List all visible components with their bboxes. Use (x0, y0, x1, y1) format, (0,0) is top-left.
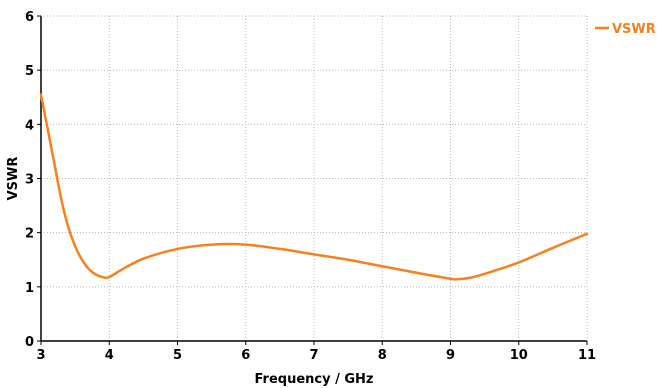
y-tick-label: 3 (25, 173, 34, 188)
x-tick-label: 3 (36, 348, 45, 363)
x-tick-label: 5 (173, 348, 182, 363)
axes (37, 15, 588, 345)
grid (41, 15, 588, 341)
y-axis-title: VSWR (6, 157, 21, 201)
y-tick-label: 2 (25, 227, 34, 242)
y-tick-label: 6 (25, 10, 34, 25)
y-tick-label: 0 (25, 335, 34, 350)
y-tick-labels: 0 1 2 3 4 5 6 (25, 10, 34, 350)
x-axis-title: Frequency / GHz (254, 372, 373, 387)
x-tick-label: 4 (105, 348, 114, 363)
x-tick-label: 7 (309, 348, 318, 363)
x-tick-label: 8 (378, 348, 387, 363)
y-tick-label: 5 (25, 64, 34, 79)
y-tick-label: 4 (25, 118, 34, 133)
x-tick-label: 6 (241, 348, 250, 363)
x-tick-label: 9 (446, 348, 455, 363)
series-line-vswr (39, 93, 589, 281)
x-tick-label: 11 (578, 348, 596, 363)
x-tick-label: 10 (510, 348, 528, 363)
legend-label: VSWR (612, 22, 656, 37)
legend: VSWR (595, 22, 656, 37)
x-tick-labels: 3 4 5 6 7 8 9 10 11 (36, 348, 596, 363)
series-lines (39, 93, 589, 281)
y-tick-label: 1 (25, 281, 34, 296)
